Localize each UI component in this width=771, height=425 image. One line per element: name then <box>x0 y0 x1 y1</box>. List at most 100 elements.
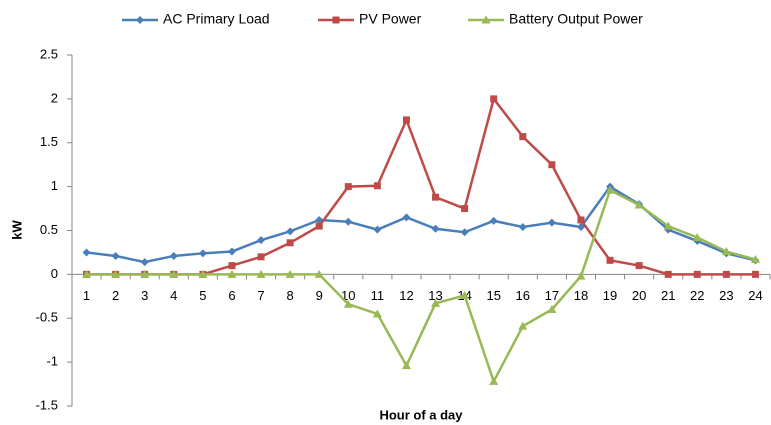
data-point <box>140 269 150 278</box>
data-point <box>751 270 759 278</box>
series-line <box>86 184 756 264</box>
data-point <box>547 218 556 227</box>
data-point <box>228 262 236 270</box>
data-point <box>431 298 441 307</box>
data-point <box>489 376 499 385</box>
x-tick-label: 16 <box>516 288 530 303</box>
data-point <box>111 269 121 278</box>
x-tick-label: 6 <box>228 288 235 303</box>
data-point <box>663 221 673 230</box>
data-point <box>460 228 469 237</box>
data-point <box>634 200 644 209</box>
data-point <box>373 225 382 234</box>
data-point <box>489 216 498 225</box>
data-point <box>490 95 498 103</box>
data-point <box>519 133 527 141</box>
x-axis-title: Hour of a day <box>379 407 463 422</box>
y-tick-label: -1 <box>46 354 58 369</box>
legend-label: AC Primary Load <box>163 11 270 27</box>
data-point <box>111 251 120 260</box>
x-tick-label: 9 <box>316 288 323 303</box>
y-tick-label: -0.5 <box>36 310 58 325</box>
legend-label: PV Power <box>359 11 422 27</box>
x-tick-label: 8 <box>287 288 294 303</box>
data-point <box>576 222 585 231</box>
data-point <box>344 183 352 191</box>
data-point <box>344 217 353 226</box>
data-point <box>314 269 324 278</box>
data-point <box>577 216 585 224</box>
data-point <box>169 269 179 278</box>
y-tick-label: -1.5 <box>36 397 58 412</box>
data-point <box>402 213 411 222</box>
data-point <box>227 269 237 278</box>
x-tick-label: 3 <box>141 288 148 303</box>
y-axis-title: kW <box>9 220 24 240</box>
data-point <box>198 269 208 278</box>
data-point <box>169 251 178 260</box>
x-tick-label: 13 <box>428 288 442 303</box>
data-point <box>343 299 353 308</box>
data-point <box>518 321 528 330</box>
data-point <box>227 247 236 256</box>
x-tick-label: 24 <box>748 288 762 303</box>
data-point <box>315 222 323 230</box>
data-point <box>606 256 614 264</box>
series-line <box>86 96 756 276</box>
x-tick-label: 1 <box>83 288 90 303</box>
legend-label: Battery Output Power <box>509 11 643 27</box>
x-tick-label: 19 <box>603 288 617 303</box>
series-line <box>86 188 756 385</box>
x-tick-label: 4 <box>170 288 177 303</box>
data-point <box>432 193 440 201</box>
data-point <box>140 258 149 267</box>
data-point <box>548 161 556 169</box>
data-point <box>257 253 265 261</box>
legend-marker <box>481 15 491 24</box>
data-point <box>256 269 266 278</box>
data-point <box>82 248 91 257</box>
y-tick-label: 0 <box>51 266 58 281</box>
data-point <box>547 304 557 313</box>
x-tick-label: 5 <box>199 288 206 303</box>
x-tick-label: 17 <box>545 288 559 303</box>
x-tick-label: 15 <box>486 288 500 303</box>
data-point <box>460 290 470 299</box>
data-point <box>576 271 586 280</box>
data-point <box>257 236 266 245</box>
data-point <box>401 361 411 370</box>
data-point <box>198 249 207 258</box>
legend-marker <box>136 16 144 24</box>
data-point <box>692 233 702 242</box>
legend-marker <box>332 16 340 24</box>
x-tick-label: 11 <box>371 288 385 303</box>
data-point <box>285 269 295 278</box>
data-point <box>461 205 469 213</box>
data-point <box>605 185 615 194</box>
data-point <box>82 269 92 278</box>
data-point <box>431 224 440 233</box>
data-point <box>635 262 643 270</box>
data-point <box>286 239 294 247</box>
data-point <box>664 270 672 278</box>
y-tick-label: 2.5 <box>40 46 58 61</box>
x-tick-label: 21 <box>661 288 675 303</box>
x-tick-label: 7 <box>257 288 264 303</box>
x-tick-label: 12 <box>399 288 413 303</box>
data-point <box>750 254 760 263</box>
data-point <box>518 222 527 231</box>
data-point <box>402 116 410 124</box>
data-point <box>693 270 701 278</box>
y-tick-label: 2 <box>51 90 58 105</box>
x-tick-label: 2 <box>112 288 119 303</box>
y-tick-label: 1.5 <box>40 134 58 149</box>
data-point <box>722 270 730 278</box>
x-tick-label: 23 <box>719 288 733 303</box>
y-tick-label: 1 <box>51 178 58 193</box>
y-tick-label: 0.5 <box>40 222 58 237</box>
data-point <box>721 247 731 256</box>
data-point <box>373 182 381 190</box>
x-tick-label: 18 <box>574 288 588 303</box>
